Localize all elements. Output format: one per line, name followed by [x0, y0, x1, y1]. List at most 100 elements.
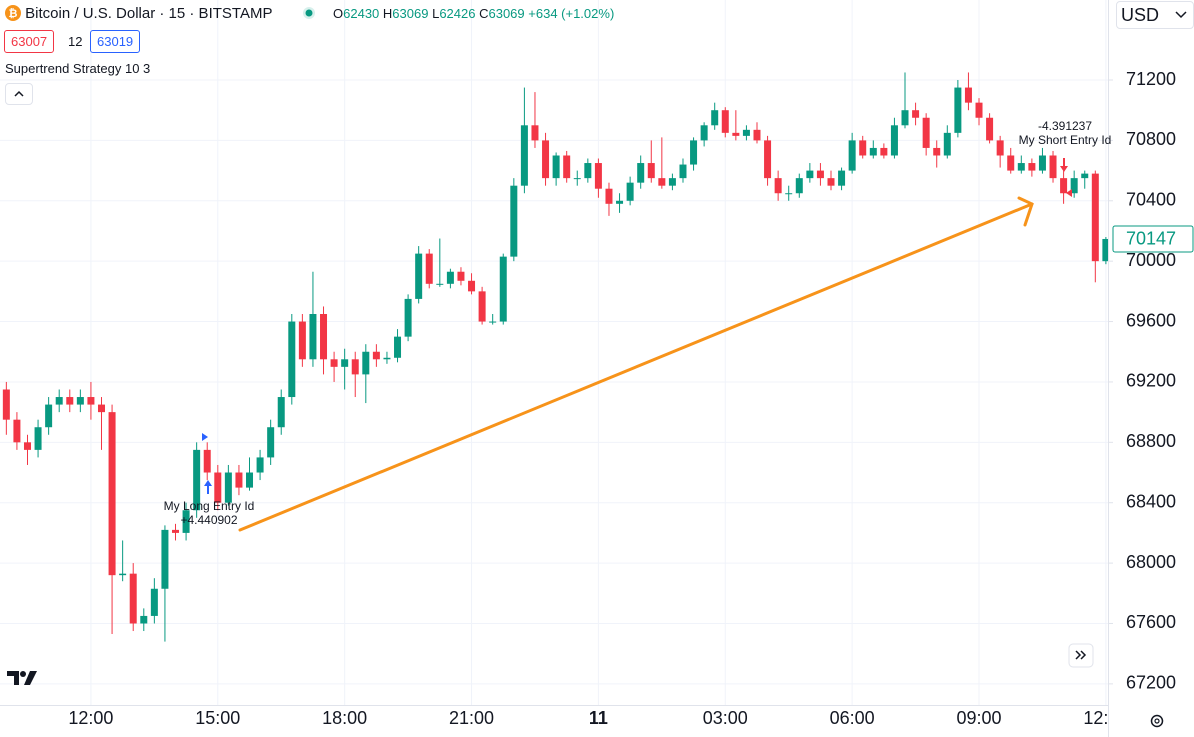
candle-body [1081, 173, 1089, 179]
buy-button[interactable]: 63019 [90, 30, 141, 53]
candle-body [66, 397, 74, 405]
candle-body [827, 178, 835, 186]
open-value: 62430 [343, 6, 380, 21]
candle-body [1007, 155, 1015, 171]
low-value: 62426 [439, 6, 476, 21]
candle-body [172, 529, 180, 533]
candle-body [87, 397, 95, 405]
candle-body [499, 256, 507, 322]
candle-body [700, 125, 708, 141]
candle-body [235, 472, 243, 488]
candle-body [742, 129, 750, 136]
time-axis: 12:00 15:00 18:00 21:00 11 03:00 06:00 09:00 12:… [68, 708, 1108, 728]
spread: 12 [68, 34, 83, 49]
candle-body [76, 397, 84, 405]
candle-body [298, 321, 306, 360]
candle-body [468, 280, 476, 292]
candle-body [150, 588, 158, 616]
candle-body [267, 427, 275, 458]
x-tick-label: 21:00 [449, 708, 494, 728]
candle-body [869, 147, 877, 156]
y-tick-label: 68800 [1126, 431, 1176, 451]
candle-body [457, 271, 465, 281]
candle-body [605, 188, 613, 204]
candle-body [542, 140, 550, 179]
candle-body [129, 573, 137, 624]
candle-body [838, 170, 846, 186]
candle-body [383, 357, 391, 360]
x-tick-label: 18:00 [322, 708, 367, 728]
last-price-label: 70147 [1126, 229, 1176, 249]
candle-body [23, 442, 31, 450]
candle-body [288, 321, 296, 398]
candle-body [552, 155, 560, 179]
candle-body [256, 457, 264, 473]
candle-body [785, 193, 793, 195]
candle-body [436, 283, 444, 285]
candle-body [34, 427, 42, 450]
candle-body [203, 449, 211, 473]
candle-body [774, 178, 782, 194]
open-label: O [333, 6, 344, 21]
candle-body [415, 253, 423, 299]
candle-body [489, 321, 497, 323]
close-value: 63069 [488, 6, 525, 21]
ohlc-row: O62430 H63069 L62426 C63069 +634 (+1.02%… [333, 6, 614, 21]
candle-body [658, 178, 666, 186]
low-label: L [432, 6, 440, 21]
candle-body [97, 404, 105, 413]
long-entry-label: My Long Entry Id [164, 499, 255, 513]
candle-body [277, 397, 285, 428]
candle-body [330, 359, 338, 367]
symbol-title[interactable]: Bitcoin / U.S. Dollar · 15 · BITSTAMP [25, 5, 273, 22]
candle-body [45, 404, 53, 428]
y-tick-label: 70000 [1126, 250, 1176, 270]
candle-body [594, 163, 602, 189]
candle-body [394, 336, 402, 358]
candle-body [372, 351, 380, 360]
scroll-to-realtime-button[interactable] [1068, 643, 1094, 668]
candle-body [912, 110, 920, 118]
currency-select[interactable]: USD [1116, 1, 1194, 29]
candle-body [478, 291, 486, 322]
candle-body [922, 117, 930, 148]
candle-body [848, 140, 856, 171]
long-entry-value: +4.440902 [180, 513, 237, 527]
candle-body [711, 110, 719, 126]
collapse-button[interactable] [5, 83, 33, 105]
change-value: +634 (+1.02%) [528, 6, 615, 21]
candle-body [404, 298, 412, 337]
candle-body [1070, 178, 1078, 194]
candle-body [193, 449, 201, 511]
candle-body [1017, 163, 1025, 171]
candle-body [764, 140, 772, 179]
candle-body [1091, 173, 1099, 262]
close-label: C [479, 6, 489, 21]
candle-body [996, 140, 1004, 156]
candle-body [668, 178, 676, 186]
y-tick-label: 68400 [1126, 491, 1176, 511]
x-tick-label: 09:00 [956, 708, 1001, 728]
settings-button[interactable] [1150, 714, 1164, 728]
high-value: 63069 [392, 6, 429, 21]
y-tick-label: 68000 [1126, 552, 1176, 572]
candle-body [362, 351, 370, 375]
indicator-title[interactable]: Supertrend Strategy 10 3 [5, 61, 151, 76]
candle-body [584, 163, 592, 179]
candle-body [1028, 163, 1036, 171]
short-entry-label: My Short Entry Id [1019, 133, 1112, 147]
candle-body [1038, 155, 1046, 171]
candle-body [140, 615, 148, 624]
candle-body [795, 178, 803, 194]
svg-text:₿: ₿ [9, 8, 18, 20]
short-entry-value: -4.391237 [1038, 119, 1092, 133]
candle-body [943, 132, 951, 156]
symbol-row: ₿ Bitcoin / U.S. Dollar · 15 · BITSTAMP [5, 5, 272, 22]
candle-body [510, 185, 518, 257]
candle-body [309, 314, 317, 360]
market-status [303, 7, 315, 19]
candle-body [214, 472, 222, 503]
sell-button[interactable]: 63007 [4, 30, 55, 53]
candle-body [1049, 155, 1057, 179]
